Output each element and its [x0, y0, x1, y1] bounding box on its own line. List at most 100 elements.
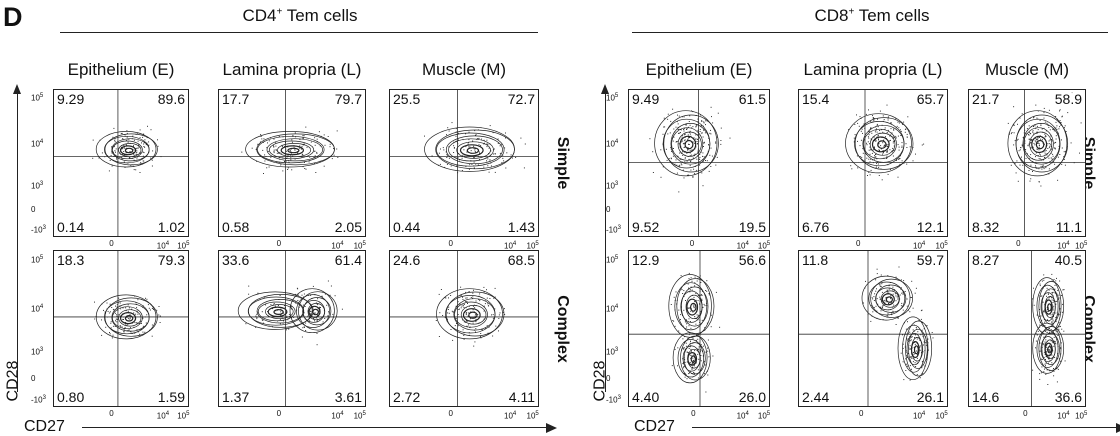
contour-plot: 21.7 58.9 8.32 11.1: [968, 89, 1086, 237]
contour-ring: [908, 328, 928, 369]
contour-ring: [1038, 326, 1065, 371]
x-tick-label: 105: [1075, 241, 1088, 251]
contour-ring: [462, 308, 481, 322]
contour-ring: [267, 306, 288, 318]
quadrant-pct-lr: 26.0: [737, 389, 767, 405]
quadrant-pct-ul: 24.6: [392, 252, 422, 268]
y-tick-label: 104: [606, 303, 619, 314]
contour-ring: [95, 131, 157, 168]
contour-ring: [680, 335, 711, 381]
contour-plot: 25.5 72.7 0.44 1.43: [389, 89, 539, 237]
contour-ring: [677, 131, 702, 157]
contour-ring: [104, 133, 158, 166]
x-tick-label: 0: [109, 239, 114, 248]
x-tick-label: 0: [691, 409, 696, 418]
x-axis-label: CD27: [24, 418, 65, 435]
contour-ring: [296, 294, 330, 328]
quadrant-pct-ur: 72.7: [506, 91, 536, 107]
x-tick-label: 0: [448, 239, 453, 248]
column-heading: Muscle (M): [984, 60, 1070, 79]
contour-ring: [870, 278, 913, 318]
contour-ring: [690, 302, 697, 312]
event-dots: [92, 125, 162, 173]
x-tick-label: 105: [757, 411, 771, 421]
contour-ring: [466, 147, 480, 154]
quadrant-pct-ur: 79.3: [156, 252, 186, 268]
quadrant-pct-ur: 89.6: [156, 91, 186, 107]
x-tick-label: 105: [353, 241, 366, 251]
quadrant-pct-ur: 65.7: [915, 91, 945, 107]
x-axis-arrowhead: [546, 422, 557, 433]
contour-ring: [869, 132, 896, 156]
x-tick-label: 105: [1075, 411, 1088, 421]
quadrant-pct-ll: 6.76: [801, 219, 831, 235]
x-tick-label: 0: [448, 409, 453, 418]
x-tick-label: 104: [504, 411, 517, 421]
contour-ring: [95, 294, 157, 340]
contour-plot: 17.7 79.7 0.58 2.05: [218, 89, 366, 237]
row-label: Complex: [554, 294, 571, 363]
contour-ring: [690, 355, 697, 363]
contour-ring: [298, 291, 338, 331]
x-tick-label: 104: [156, 411, 170, 421]
quadrant-pct-ul: 33.6: [221, 252, 251, 268]
contour-ring: [111, 303, 150, 332]
contour-ring: [1029, 131, 1053, 157]
contour-ring: [435, 129, 515, 170]
x-tick-label: 105: [935, 241, 948, 251]
x-tick-label: 104: [504, 241, 517, 251]
contour-ring: [862, 124, 905, 163]
x-tick-label: 105: [935, 411, 948, 421]
contour-ring: [307, 303, 325, 321]
x-tick-label: 105: [526, 241, 539, 251]
x-tick-label: 105: [757, 241, 771, 251]
quadrant-pct-ul: 11.8: [801, 252, 830, 268]
quadrant-pct-ul: 17.7: [221, 91, 251, 107]
y-axis-arrowhead: [601, 84, 609, 94]
contour-ring: [1023, 127, 1054, 161]
y-tick-label: 105: [606, 254, 619, 265]
contour-ring: [454, 301, 488, 328]
contour-ring: [118, 143, 142, 158]
contour-ring: [875, 287, 900, 311]
quadrant-pct-lr: 1.59: [156, 389, 186, 405]
quadrant-pct-ur: 61.4: [333, 252, 363, 268]
column-heading: Muscle (M): [421, 60, 507, 79]
contour-svg: [799, 90, 947, 236]
quadrant-pct-lr: 26.1: [915, 389, 945, 405]
contour-ring: [265, 304, 294, 320]
contour-ring: [1022, 123, 1061, 165]
contour-ring: [679, 135, 697, 154]
contour-ring: [445, 135, 503, 165]
contour-svg: [219, 251, 365, 406]
group-title-0: CD4+ Tem cells: [242, 6, 357, 26]
contour-plot: 15.4 65.7 6.76 12.1: [798, 89, 948, 237]
contour-ring: [1044, 299, 1053, 315]
contour-ring: [1035, 139, 1045, 150]
contour-ring: [854, 117, 914, 170]
contour-ring: [1015, 118, 1061, 169]
contour-ring: [257, 301, 296, 322]
group-title-rest: Tem cells: [282, 6, 358, 25]
quadrant-pct-ll: 4.40: [631, 389, 661, 405]
y-tick-label: 105: [31, 93, 44, 104]
contour-ring: [111, 138, 150, 162]
y-tick-label: 0: [606, 373, 611, 383]
x-tick-label: 0: [689, 239, 695, 248]
contour-ring: [863, 128, 897, 160]
group-title-rule: [60, 32, 538, 33]
x-tick-label: 0: [856, 239, 861, 248]
quadrant-pct-ul: 12.9: [631, 252, 661, 268]
contour-plot: 12.9 56.6 4.40 26.0: [628, 250, 770, 407]
contour-ring: [445, 291, 505, 337]
y-tick-label: 104: [31, 139, 44, 149]
contour-ring: [456, 141, 491, 159]
quadrant-pct-ur: 56.6: [737, 252, 767, 268]
contour-ring: [682, 345, 701, 372]
contour-ring: [685, 294, 703, 320]
y-tick-label: 103: [606, 347, 619, 358]
x-tick-label: 104: [331, 241, 344, 251]
contour-ring: [683, 342, 706, 375]
contour-ring: [124, 315, 134, 322]
x-tick-label: 0: [1023, 409, 1028, 418]
